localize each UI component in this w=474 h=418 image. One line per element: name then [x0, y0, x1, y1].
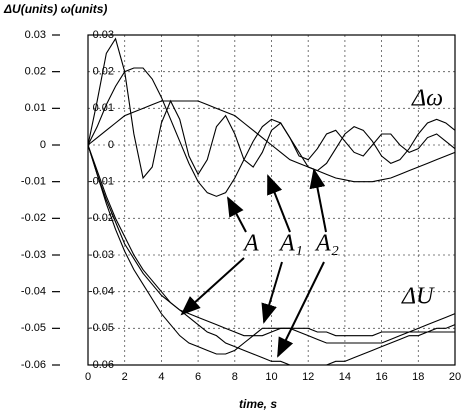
y-axis-title: ΔU(units) ω(units): [3, 2, 107, 16]
annotation: A: [242, 231, 259, 257]
y-tick-label: -0.03: [21, 249, 46, 261]
x-tick-label: 18: [412, 371, 424, 383]
arrow: [309, 168, 327, 233]
arrow: [277, 261, 325, 358]
line-series: [87, 100, 456, 183]
y2-tick-label: -0.04: [89, 286, 114, 298]
y-tick-label: -0.06: [21, 359, 46, 371]
x-tick-label: 16: [375, 371, 387, 383]
annotation: A₂: [314, 231, 339, 257]
y-tick-label: -0.01: [21, 176, 46, 188]
x-tick-label: 20: [449, 371, 461, 383]
y-tick-label: 0: [40, 139, 46, 151]
x-tick-label: 10: [265, 371, 277, 383]
x-tick-label: 4: [158, 371, 164, 383]
annotation: Δω: [411, 86, 443, 112]
x-axis-title: time, s: [239, 397, 277, 411]
line-series: [87, 67, 456, 197]
y-tick-label: -0.04: [21, 286, 46, 298]
x-tick-label: 0: [85, 371, 91, 383]
line-series: [87, 144, 456, 366]
x-tick-label: 2: [122, 371, 128, 383]
y2-tick-label: -0.02: [89, 212, 114, 224]
x-tick-label: 12: [302, 371, 314, 383]
y2-tick-label: 0: [108, 139, 114, 151]
y-tick-label: -0.05: [21, 322, 46, 334]
line-series: [87, 144, 455, 337]
line-series: [87, 37, 456, 180]
arrow: [227, 196, 247, 233]
x-tick-label: 8: [232, 371, 238, 383]
y-tick-label: 0.03: [25, 29, 46, 41]
y-tick-label: 0.02: [25, 66, 46, 78]
y-tick-label: -0.02: [21, 212, 46, 224]
y2-tick-label: -0.03: [89, 249, 114, 261]
y2-tick-label: -0.05: [89, 322, 114, 334]
y-tick-label: 0.01: [25, 102, 46, 114]
x-tick-label: 6: [195, 371, 201, 383]
arrow: [267, 174, 291, 233]
arrows: [180, 168, 327, 358]
y2-tick-label: 0.01: [93, 102, 114, 114]
x-tick-label: 14: [339, 371, 351, 383]
annotation: A₁: [278, 231, 303, 257]
arrow: [180, 257, 245, 316]
arrow: [261, 261, 283, 324]
plot-frame: [87, 34, 456, 366]
line-series: [87, 144, 456, 355]
